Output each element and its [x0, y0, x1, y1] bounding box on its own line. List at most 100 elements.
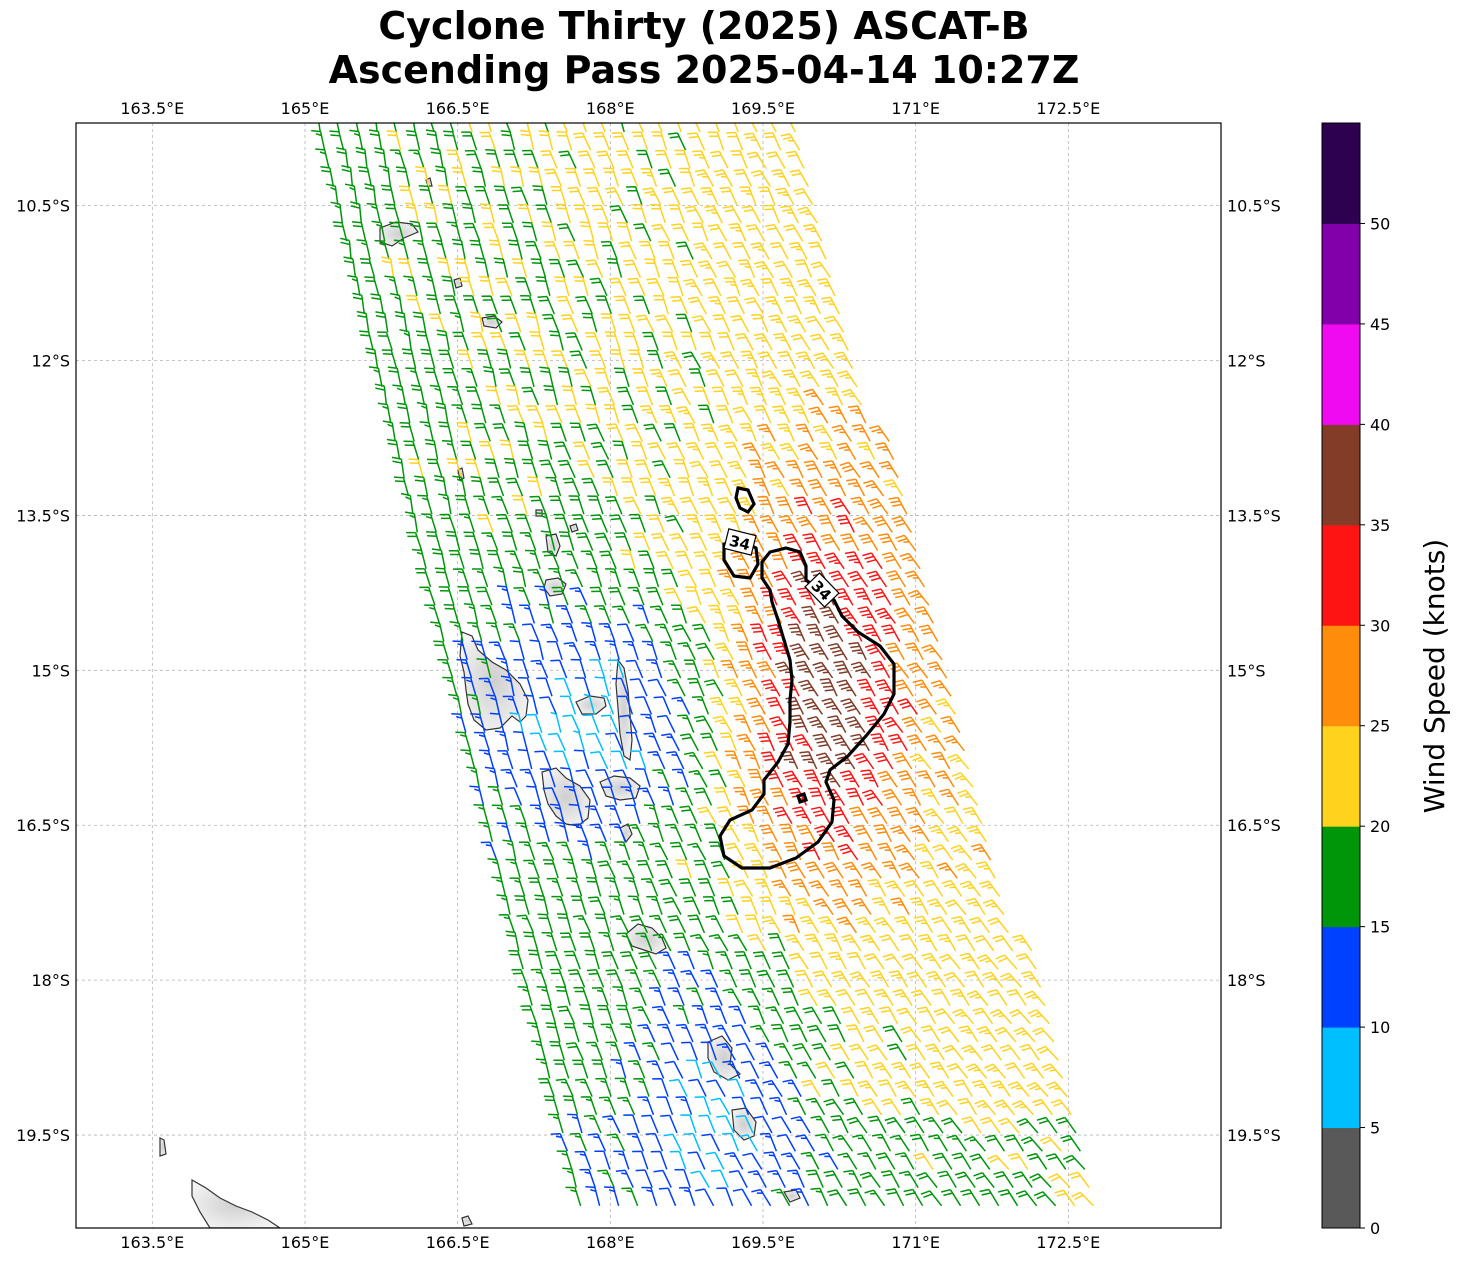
wind-barb	[687, 842, 707, 861]
wind-barb	[340, 237, 352, 260]
title-line-2: Ascending Pass 2025-04-14 10:27Z	[328, 48, 1080, 92]
wind-barb	[726, 296, 745, 315]
wind-barb	[429, 384, 445, 406]
wind-barb	[594, 532, 613, 551]
wind-barb	[567, 1113, 583, 1134]
wind-barb	[920, 788, 941, 806]
wind-barb	[860, 697, 881, 715]
wind-barb	[743, 132, 763, 151]
wind-barb	[920, 716, 942, 734]
wind-barb	[551, 895, 568, 915]
wind-barb	[987, 917, 1009, 934]
wind-barb	[834, 587, 854, 606]
wind-barb	[426, 222, 443, 242]
wind-barb	[819, 606, 840, 624]
wind-barb	[764, 296, 783, 315]
wind-barb	[668, 132, 687, 151]
wind-barb	[982, 899, 1005, 916]
wind-barb	[687, 1151, 706, 1170]
wind-barb	[694, 1096, 712, 1116]
wind-barb	[498, 914, 516, 934]
wind-barb	[614, 1077, 631, 1097]
wind-barb	[624, 423, 643, 442]
wind-barb	[993, 1170, 1014, 1189]
wind-barb	[657, 477, 676, 497]
wind-barb	[629, 915, 649, 934]
wind-barb	[325, 183, 339, 205]
wind-barb	[833, 351, 854, 369]
wind-barb	[1036, 1116, 1058, 1134]
wind-barb	[443, 603, 460, 624]
wind-barb	[671, 604, 688, 624]
wind-barb	[474, 422, 491, 442]
wind-barb	[836, 679, 857, 697]
wind-barb	[743, 750, 761, 770]
wind-barb	[679, 496, 699, 515]
wind-barb	[502, 839, 517, 861]
wind-barb	[557, 459, 576, 479]
wind-barb	[756, 969, 776, 988]
wind-barb	[800, 1151, 820, 1170]
wind-barb	[902, 787, 922, 806]
wind-barb	[649, 914, 668, 934]
colorbar-frame	[1321, 122, 1361, 1229]
wind-barb	[600, 714, 619, 733]
wind-barb	[492, 423, 510, 442]
wind-barb	[415, 568, 432, 588]
wind-barb	[746, 933, 767, 952]
wind-barb	[808, 879, 830, 897]
wind-barb	[545, 1022, 561, 1043]
wind-barb	[790, 1115, 811, 1134]
wind-barb	[456, 658, 473, 679]
wind-barb	[757, 732, 775, 752]
wind-barb	[808, 642, 829, 661]
wind-barb	[617, 1096, 636, 1116]
wind-barb	[882, 953, 904, 970]
wind-barb	[505, 930, 520, 952]
wind-barb	[636, 149, 653, 169]
wind-barb	[544, 950, 562, 970]
wind-barb	[688, 368, 706, 388]
wind-barb	[491, 166, 506, 187]
wind-barb	[430, 621, 445, 642]
wind-barb	[657, 1023, 675, 1043]
wind-barb	[840, 1078, 859, 1097]
wind-barb	[702, 278, 722, 297]
wind-barb	[684, 205, 704, 224]
wind-barb	[381, 256, 395, 278]
wind-barb	[561, 550, 579, 570]
wind-barb	[815, 1061, 836, 1079]
wind-barb	[705, 915, 725, 934]
wind-barb	[700, 1041, 718, 1061]
wind-barb	[658, 1187, 677, 1207]
wind-barb	[760, 277, 779, 297]
wind-barb	[612, 440, 629, 460]
wind-barb	[554, 677, 572, 697]
wind-barb	[513, 586, 531, 606]
wind-barb	[833, 660, 853, 679]
wind-barb	[540, 530, 556, 551]
wind-barb	[802, 533, 822, 551]
wind-barb	[726, 605, 745, 624]
wind-barb	[681, 1041, 699, 1061]
wind-barb	[780, 606, 802, 624]
wind-barb	[536, 677, 553, 697]
wind-barb	[731, 386, 749, 406]
wind-barb	[1015, 1190, 1038, 1207]
wind-barb	[671, 387, 692, 406]
wind-barb	[527, 568, 546, 588]
wind-barb	[630, 440, 648, 460]
wind-barb	[613, 295, 632, 315]
wind-barb	[656, 1096, 674, 1116]
wind-barb	[749, 386, 768, 406]
wind-barb	[555, 985, 571, 1006]
wind-barb	[833, 825, 854, 843]
wind-barb	[600, 694, 615, 715]
wind-barb	[370, 293, 385, 315]
wind-barb	[890, 897, 910, 915]
wind-barb	[646, 349, 664, 369]
wind-barb	[697, 260, 718, 278]
wind-barb	[491, 495, 509, 515]
wind-barb	[502, 695, 520, 715]
wind-barb	[753, 332, 773, 351]
